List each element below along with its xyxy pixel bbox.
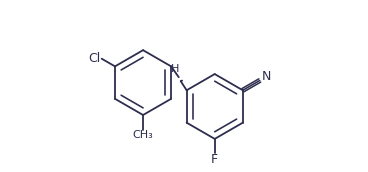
Text: Cl: Cl	[88, 52, 100, 65]
Text: N: N	[262, 70, 271, 83]
Text: CH₃: CH₃	[133, 131, 153, 141]
Text: F: F	[211, 153, 218, 166]
Text: H: H	[171, 64, 180, 74]
